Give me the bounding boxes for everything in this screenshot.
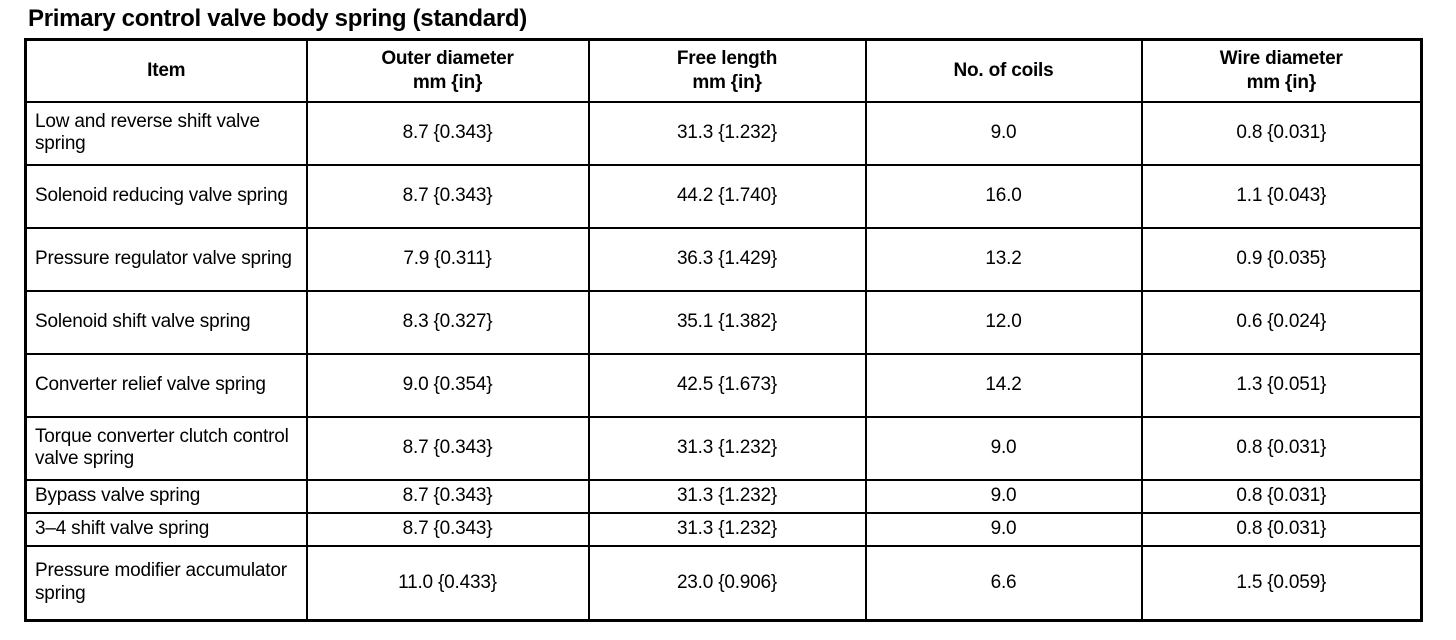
- cell-item: 3–4 shift valve spring: [24, 511, 308, 547]
- cell-outer-diameter: 8.7 {0.343}: [305, 100, 590, 166]
- cell-item: Low and reverse shift valve spring: [24, 100, 308, 166]
- cell-item: Pressure regulator valve spring: [24, 226, 308, 292]
- cell-outer-diameter: 7.9 {0.311}: [305, 226, 590, 292]
- cell-coils: 13.2: [864, 226, 1143, 292]
- cell-coils: 16.0: [864, 163, 1143, 229]
- cell-item: Torque converter clutch control valve sp…: [24, 415, 308, 481]
- cell-outer-diameter: 8.7 {0.343}: [305, 163, 590, 229]
- cell-wire-diameter: 1.5 {0.059}: [1140, 544, 1423, 622]
- cell-outer-diameter: 8.7 {0.343}: [305, 478, 590, 514]
- col-header-label: Item: [147, 59, 186, 81]
- cell-free-length: 31.3 {1.232}: [587, 415, 867, 481]
- cell-item: Pressure modifier accumulator spring: [24, 544, 308, 622]
- cell-outer-diameter: 9.0 {0.354}: [305, 352, 590, 418]
- col-header-label: Outer diameter: [381, 48, 514, 69]
- table-row: 3–4 shift valve spring 8.7 {0.343} 31.3 …: [24, 511, 1423, 547]
- table-row: Converter relief valve spring 9.0 {0.354…: [24, 352, 1423, 418]
- cell-outer-diameter: 8.3 {0.327}: [305, 289, 590, 355]
- col-header-free-length: Free length mm {in}: [587, 38, 867, 103]
- table-row: Low and reverse shift valve spring 8.7 {…: [24, 100, 1423, 166]
- cell-free-length: 42.5 {1.673}: [587, 352, 867, 418]
- cell-wire-diameter: 1.1 {0.043}: [1140, 163, 1423, 229]
- cell-coils: 12.0: [864, 289, 1143, 355]
- cell-wire-diameter: 0.9 {0.035}: [1140, 226, 1423, 292]
- cell-free-length: 23.0 {0.906}: [587, 544, 867, 622]
- cell-coils: 9.0: [864, 511, 1143, 547]
- cell-coils: 9.0: [864, 415, 1143, 481]
- cell-item: Converter relief valve spring: [24, 352, 308, 418]
- col-header-wire-diameter: Wire diameter mm {in}: [1140, 38, 1423, 103]
- cell-outer-diameter: 8.7 {0.343}: [305, 511, 590, 547]
- table-row: Solenoid shift valve spring 8.3 {0.327} …: [24, 289, 1423, 355]
- cell-coils: 6.6: [864, 544, 1143, 622]
- cell-coils: 14.2: [864, 352, 1143, 418]
- cell-free-length: 31.3 {1.232}: [587, 100, 867, 166]
- cell-item: Solenoid shift valve spring: [24, 289, 308, 355]
- col-header-label: Wire diameter: [1219, 48, 1343, 69]
- cell-outer-diameter: 11.0 {0.433}: [305, 544, 590, 622]
- col-header-outer-diameter: Outer diameter mm {in}: [305, 38, 590, 103]
- cell-item: Bypass valve spring: [24, 478, 308, 514]
- cell-item: Solenoid reducing valve spring: [24, 163, 308, 229]
- page-title: Primary control valve body spring (stand…: [28, 5, 527, 32]
- cell-wire-diameter: 0.8 {0.031}: [1140, 478, 1423, 514]
- col-header-unit: mm {in}: [412, 71, 483, 93]
- cell-free-length: 31.3 {1.232}: [587, 478, 867, 514]
- table-row: Pressure modifier accumulator spring 11.…: [24, 544, 1423, 622]
- cell-coils: 9.0: [864, 478, 1143, 514]
- spring-spec-table: Item Outer diameter mm {in} Free length …: [24, 38, 1423, 622]
- col-header-item: Item: [24, 38, 308, 103]
- table-row: Bypass valve spring 8.7 {0.343} 31.3 {1.…: [24, 478, 1423, 514]
- cell-wire-diameter: 0.8 {0.031}: [1140, 511, 1423, 547]
- cell-free-length: 44.2 {1.740}: [587, 163, 867, 229]
- cell-wire-diameter: 0.8 {0.031}: [1140, 415, 1423, 481]
- cell-free-length: 35.1 {1.382}: [587, 289, 867, 355]
- cell-outer-diameter: 8.7 {0.343}: [305, 415, 590, 481]
- cell-free-length: 36.3 {1.429}: [587, 226, 867, 292]
- cell-coils: 9.0: [864, 100, 1143, 166]
- col-header-label: Free length: [676, 48, 778, 69]
- table-row: Torque converter clutch control valve sp…: [24, 415, 1423, 481]
- table-row: Pressure regulator valve spring 7.9 {0.3…: [24, 226, 1423, 292]
- header-row: Item Outer diameter mm {in} Free length …: [24, 38, 1423, 103]
- table-row: Solenoid reducing valve spring 8.7 {0.34…: [24, 163, 1423, 229]
- col-header-unit: mm {in}: [1246, 71, 1317, 93]
- col-header-label: No. of coils: [953, 59, 1054, 81]
- col-header-no-of-coils: No. of coils: [864, 38, 1143, 103]
- col-header-unit: mm {in}: [692, 71, 762, 93]
- cell-wire-diameter: 0.8 {0.031}: [1140, 100, 1423, 166]
- cell-wire-diameter: 0.6 {0.024}: [1140, 289, 1423, 355]
- cell-free-length: 31.3 {1.232}: [587, 511, 867, 547]
- cell-wire-diameter: 1.3 {0.051}: [1140, 352, 1423, 418]
